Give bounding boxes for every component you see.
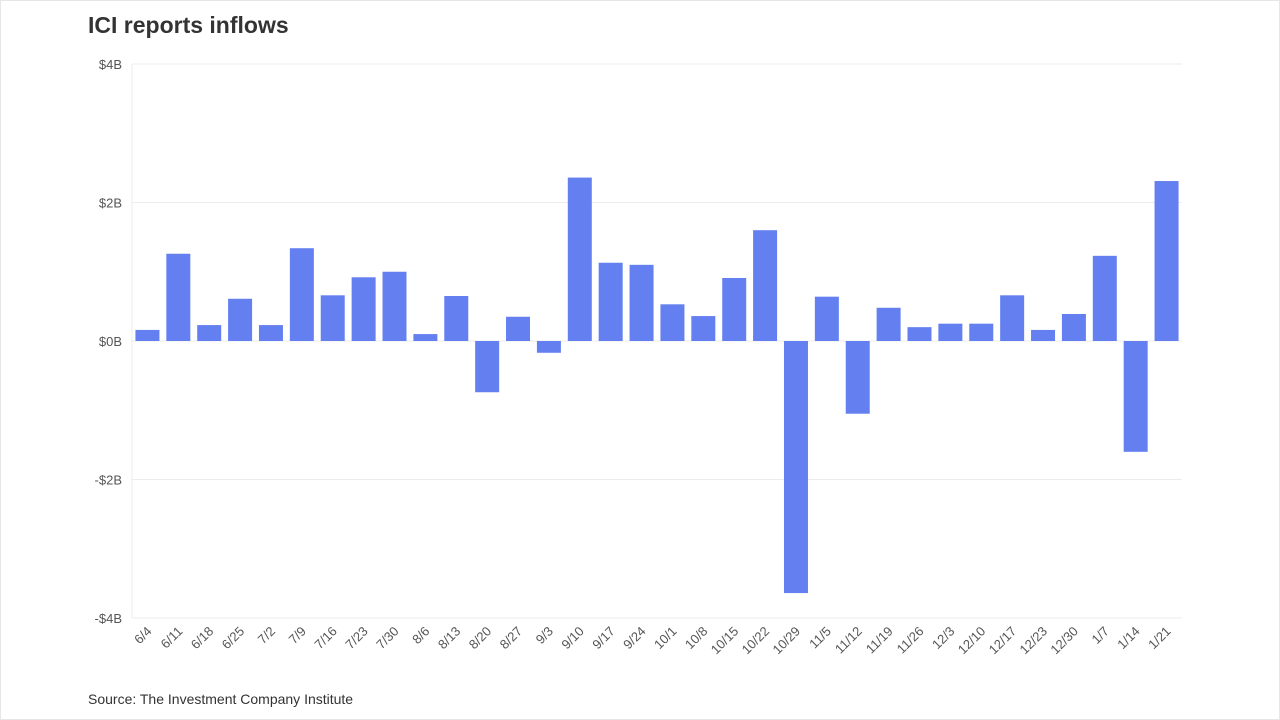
x-tick-label: 10/22	[739, 624, 773, 658]
x-tick-label: 9/24	[620, 624, 649, 653]
x-tick-label: 6/18	[188, 624, 217, 653]
x-tick-label: 10/8	[682, 624, 711, 653]
bar	[1123, 341, 1148, 452]
x-tick-label: 11/26	[894, 624, 927, 657]
bar	[1000, 295, 1025, 341]
bar	[969, 323, 994, 341]
x-tick-label: 11/19	[863, 624, 896, 657]
bar	[289, 248, 314, 341]
x-tick-label: 8/13	[435, 624, 464, 653]
bar	[629, 264, 654, 341]
x-tick-label: 10/15	[708, 624, 742, 658]
x-tick-label: 9/3	[533, 624, 556, 647]
bar	[135, 329, 160, 341]
x-tick-label: 12/10	[955, 624, 989, 658]
x-tick-label: 6/4	[131, 624, 154, 647]
x-tick-label: 6/25	[219, 624, 248, 653]
chart-title: ICI reports inflows	[88, 12, 289, 38]
x-tick-label: 8/27	[497, 624, 526, 653]
bar	[413, 334, 438, 341]
x-tick-label: 7/30	[373, 624, 402, 653]
bar	[197, 325, 222, 341]
x-tick-label: 7/16	[311, 624, 340, 653]
bar	[320, 295, 345, 341]
bar	[1154, 181, 1179, 341]
bar	[845, 341, 870, 414]
bar	[1031, 329, 1056, 341]
source-note: Source: The Investment Company Institute	[88, 691, 354, 707]
bar	[567, 177, 592, 341]
x-tick-label: 1/21	[1145, 624, 1174, 653]
x-tick-label: 12/23	[1017, 624, 1051, 658]
x-tick-label: 7/23	[342, 624, 371, 653]
x-tick-label: 8/20	[466, 624, 495, 653]
x-tick-label: 10/29	[769, 624, 803, 658]
y-tick-label: -$2B	[95, 473, 122, 488]
bar	[506, 316, 531, 341]
y-tick-label: $2B	[99, 196, 122, 211]
x-tick-label: 9/17	[589, 624, 618, 653]
y-tick-label: $0B	[99, 334, 122, 349]
x-tick-label: 10/1	[651, 624, 680, 653]
x-tick-label: 12/3	[929, 624, 958, 653]
bar	[1061, 313, 1086, 341]
bar	[475, 341, 500, 393]
x-tick-label: 11/12	[832, 624, 865, 657]
x-tick-label: 7/9	[286, 624, 309, 647]
bar	[536, 341, 561, 353]
x-tick-label: 8/6	[409, 624, 432, 647]
bar	[351, 277, 376, 341]
bar	[1092, 255, 1117, 341]
y-tick-label: $4B	[99, 57, 122, 72]
bar	[938, 323, 963, 341]
bar	[444, 295, 469, 341]
bar	[814, 296, 839, 341]
bar	[166, 253, 191, 341]
bar	[382, 271, 407, 341]
x-tick-label: 12/30	[1047, 624, 1081, 658]
bar	[228, 298, 253, 341]
x-tick-label: 1/7	[1089, 624, 1112, 647]
x-tick-label: 9/10	[558, 624, 587, 653]
y-tick-label: -$4B	[95, 611, 122, 626]
bar	[691, 316, 716, 341]
bar	[753, 230, 778, 341]
x-tick-label: 6/11	[158, 624, 186, 652]
x-tick-label: 1/14	[1114, 624, 1143, 653]
x-tick-label: 7/2	[255, 624, 278, 647]
x-tick-label: 12/17	[986, 624, 1020, 658]
bar	[660, 304, 685, 341]
bar	[876, 307, 901, 341]
bar	[907, 327, 932, 341]
bar	[722, 277, 747, 341]
x-tick-label: 11/5	[806, 624, 834, 652]
bar	[783, 341, 808, 594]
bar	[598, 262, 623, 341]
bar	[258, 325, 283, 341]
